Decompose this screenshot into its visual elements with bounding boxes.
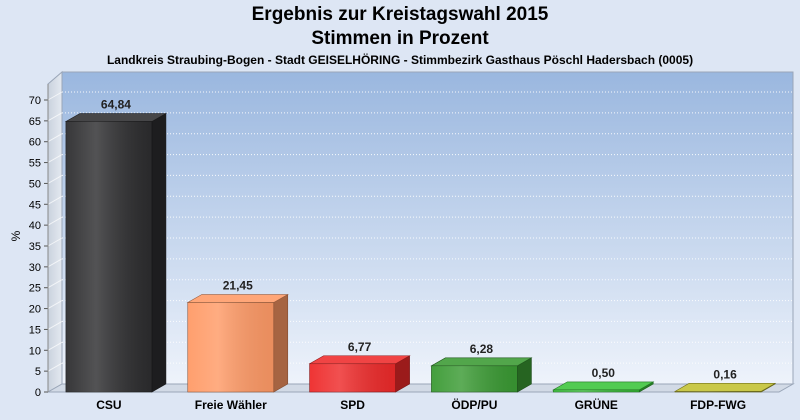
y-tick-label: 70: [29, 95, 41, 107]
grid-line-side: [47, 154, 63, 164]
y-axis: 0 5 10 15 20 25 30 35 40 45 50 55 60 65 70: [29, 84, 49, 399]
bar-top: [673, 383, 777, 392]
grid-line-side: [47, 341, 63, 351]
y-tick-label: 65: [29, 116, 41, 128]
bar-value-label: 21,45: [223, 279, 253, 293]
grid-line-side: [47, 195, 63, 205]
y-tick-label: 25: [29, 283, 41, 295]
y-tick-label: 0: [35, 387, 41, 399]
chart-subtitle: Stimmen in Prozent: [311, 28, 489, 49]
x-tick-label: GRÜNE: [575, 397, 618, 412]
x-tick-label: ÖDP/PU: [451, 397, 497, 412]
bar: 6,77: [308, 340, 411, 393]
bar: 0,16: [673, 367, 777, 393]
bar-value-label: 64,84: [101, 98, 131, 112]
x-tick-label: FDP-FWG: [690, 398, 746, 412]
bar: 0,50: [552, 366, 655, 393]
x-tick-label: SPD: [340, 398, 365, 412]
grid-line-side: [47, 362, 63, 372]
bar-value-label: 0,16: [713, 367, 737, 381]
x-tick-label: Freie Wähler: [195, 398, 267, 412]
plot-back-wall: [61, 71, 794, 385]
bar-value-label: 0,50: [592, 366, 616, 380]
y-tick-label: 40: [29, 220, 41, 232]
bar-gloss: [553, 389, 640, 392]
y-tick-label: 5: [35, 366, 41, 378]
bar: 21,45: [186, 279, 289, 393]
y-axis-label: %: [9, 230, 23, 241]
grid-line-side: [47, 258, 63, 268]
grid-line-side: [47, 237, 63, 247]
grid-line-side: [47, 174, 63, 184]
y-tick-label: 50: [29, 178, 41, 190]
chart-title: Ergebnis zur Kreistagswahl 2015: [251, 4, 549, 25]
bar-top: [552, 381, 655, 391]
bar-top: [64, 113, 168, 122]
x-tick-label: CSU: [96, 398, 121, 412]
grid-line-side: [47, 133, 63, 143]
grid-line-side: [47, 300, 63, 310]
y-tick-label: 30: [29, 262, 41, 274]
y-tick-label: 55: [29, 158, 41, 170]
bar-value-label: 6,28: [470, 342, 494, 356]
y-tick-label: 20: [29, 304, 41, 316]
y-tick-label: 15: [29, 324, 41, 336]
y-tick-label: 60: [29, 137, 41, 149]
bar-gloss: [431, 365, 518, 392]
grid-line-side: [47, 91, 63, 101]
grid-line-side: [47, 216, 63, 226]
bar-side: [151, 113, 167, 393]
y-tick-label: 10: [29, 345, 41, 357]
bar-top: [308, 355, 411, 365]
bar-gloss: [187, 302, 274, 392]
y-tick-label: 45: [29, 199, 41, 211]
grid-line-side: [47, 320, 63, 330]
bar-top: [430, 357, 533, 367]
bar-top: [186, 294, 289, 303]
bar-side: [273, 294, 289, 393]
bar: 6,28: [430, 342, 533, 393]
bar-value-label: 6,77: [348, 340, 372, 354]
grid-line-side: [47, 279, 63, 289]
grid-line-side: [47, 112, 63, 122]
chart-caption: Landkreis Straubing-Bogen - Stadt GEISEL…: [106, 53, 694, 67]
bar-gloss: [309, 363, 396, 392]
bar-gloss: [65, 121, 152, 393]
bars: 64,84 21,45 6,77 6,28 0,50 0,16: [64, 98, 777, 393]
bar-gloss: [675, 391, 762, 392]
x-axis: CSU Freie Wähler SPD ÖDP/PU GRÜNE FDP-FWG: [96, 397, 746, 412]
y-tick-label: 35: [29, 241, 41, 253]
bar: 64,84: [64, 98, 168, 393]
grid-lines: [47, 91, 793, 372]
